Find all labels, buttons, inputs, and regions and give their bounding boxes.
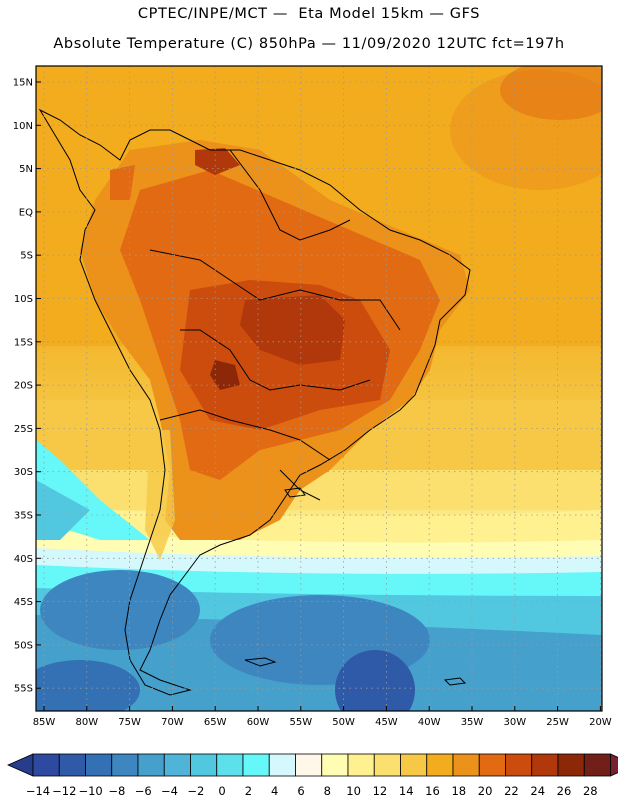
map-frame (35, 65, 603, 712)
colorbar-label: −6 (135, 784, 152, 798)
colorbar-swatch (531, 753, 559, 777)
colorbar-label: −10 (78, 784, 102, 798)
lat-label: EQ (19, 207, 33, 218)
colorbar-high-arrow (610, 753, 618, 777)
colorbar-swatch (58, 753, 86, 777)
lat-label: 15S (14, 337, 33, 348)
colorbar-label: 18 (451, 784, 466, 798)
lat-label: 45S (14, 597, 33, 608)
colorbar-swatch (557, 753, 585, 777)
colorbar-label: 28 (583, 784, 598, 798)
colorbar-label: 24 (530, 784, 545, 798)
coastline-outlines (38, 108, 471, 696)
lat-label: 50S (14, 640, 33, 651)
lon-label: 60W (247, 717, 270, 728)
colorbar-swatch (478, 753, 506, 777)
latitude-labels: 15N 10N 5N EQ 5S 10S 15S 20S 25S 30S 35S 40S 45S 50S 5… (13, 78, 41, 695)
colorbar-swatch (111, 753, 139, 777)
map-subtitle: Absolute Temperature (C) 850hPa — 11/09/… (53, 36, 565, 52)
lon-label: 85W (33, 717, 56, 728)
lat-label: 10S (14, 294, 33, 305)
lat-label: 55S (14, 684, 33, 695)
lon-label: 45W (375, 717, 398, 728)
lat-label: 5N (19, 164, 33, 175)
map-field (36, 66, 602, 711)
lon-label: 75W (118, 717, 141, 728)
lon-label: 55W (289, 717, 312, 728)
colorbar-label: −8 (108, 784, 125, 798)
colorbar-label: −2 (187, 784, 204, 798)
lon-label: 30W (503, 717, 526, 728)
colorbar (7, 753, 618, 777)
lat-label: 30S (14, 467, 33, 478)
colorbar-swatch (32, 753, 60, 777)
colorbar-label: −12 (52, 784, 76, 798)
colorbar-label: 26 (557, 784, 572, 798)
colorbar-swatch (85, 753, 113, 777)
colorbar-swatch (373, 753, 401, 777)
colorbar-swatch (505, 753, 533, 777)
lon-label: 25W (546, 717, 569, 728)
map-title: CPTEC/INPE/MCT — Eta Model 15km — GFS (137, 6, 481, 22)
colorbar-swatch (268, 753, 296, 777)
lon-label: 20W (589, 717, 612, 728)
colorbar-label: −4 (161, 784, 178, 798)
colorbar-swatch (452, 753, 480, 777)
lon-label: 65W (204, 717, 227, 728)
colorbar-label: 22 (504, 784, 519, 798)
colorbar-low-arrow (7, 753, 34, 777)
graticule (36, 66, 602, 711)
colorbar-swatch (216, 753, 244, 777)
colorbar-swatch (583, 753, 611, 777)
lat-label: 20S (14, 381, 33, 392)
colorbar-label: 2 (245, 784, 252, 798)
lat-label: 35S (14, 511, 33, 522)
colorbar-label: 12 (373, 784, 388, 798)
colorbar-label: 14 (399, 784, 414, 798)
colorbar-label: 20 (478, 784, 493, 798)
longitude-labels: 85W 80W 75W 70W 65W 60W 55W 50W 45W 40W 35W 30W 25W 2… (33, 706, 612, 728)
colorbar-swatch (347, 753, 375, 777)
colorbar-label: 8 (324, 784, 331, 798)
lat-label: 25S (14, 424, 33, 435)
colorbar-swatch (400, 753, 428, 777)
colorbar-swatch (321, 753, 349, 777)
colorbar-label: 6 (297, 784, 304, 798)
lon-label: 80W (75, 717, 98, 728)
lat-label: 5S (20, 251, 33, 262)
colorbar-label: 16 (425, 784, 440, 798)
colorbar-swatch (426, 753, 454, 777)
lat-label: 40S (14, 554, 33, 565)
lon-label: 35W (461, 717, 484, 728)
colorbar-label: −14 (26, 784, 50, 798)
colorbar-swatch (137, 753, 165, 777)
lon-label: 50W (332, 717, 355, 728)
colorbar-swatch (242, 753, 270, 777)
colorbar-swatch (295, 753, 323, 777)
lat-label: 15N (13, 78, 33, 89)
lon-label: 70W (161, 717, 184, 728)
colorbar-label: 0 (218, 784, 225, 798)
colorbar-labels: −14 −12 −10 −8 −6 −4 −2 0 2 4 6 8 10 12 14 16 18 20 22 24 26… (26, 784, 598, 798)
colorbar-swatch (190, 753, 218, 777)
lon-label: 40W (418, 717, 441, 728)
colorbar-swatch (163, 753, 191, 777)
colorbar-label: 4 (271, 784, 278, 798)
colorbar-label: 10 (346, 784, 361, 798)
lat-label: 10N (13, 121, 33, 132)
